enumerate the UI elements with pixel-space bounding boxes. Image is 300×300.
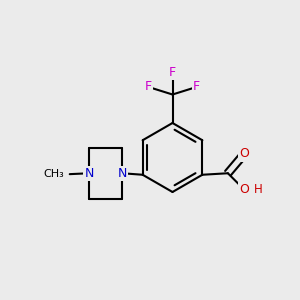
Text: F: F: [169, 65, 176, 79]
Text: N: N: [118, 167, 127, 180]
Text: O: O: [239, 183, 249, 196]
Text: O: O: [239, 147, 249, 160]
Text: F: F: [145, 80, 152, 94]
Text: F: F: [193, 80, 200, 94]
Text: CH₃: CH₃: [44, 169, 64, 179]
Text: H: H: [254, 183, 262, 196]
Text: N: N: [85, 167, 94, 180]
